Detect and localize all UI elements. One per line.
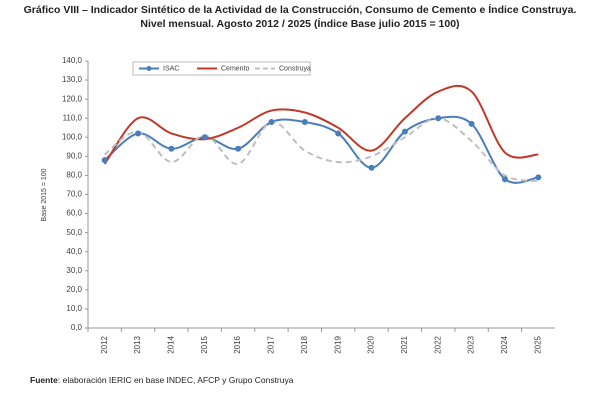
y-tick-label: 130,0 (62, 75, 83, 84)
point (235, 145, 242, 152)
y-tick-label: 90,0 (66, 151, 82, 160)
legend-marker (146, 66, 152, 71)
source-label: Fuente (30, 375, 58, 385)
x-tick-label: 2025 (533, 335, 542, 353)
point (435, 115, 442, 122)
x-tick-label: 2024 (500, 335, 509, 353)
x-tick-label: 2020 (367, 335, 376, 353)
x-tick-label: 2013 (133, 335, 142, 353)
point (368, 164, 375, 171)
point (335, 130, 342, 137)
point (201, 134, 208, 141)
x-tick-label: 2019 (333, 335, 342, 353)
chart-subtitle: Nivel mensual. Agosto 2012 / 2025 (Índic… (140, 17, 459, 30)
point (468, 120, 475, 127)
x-tick-label: 2016 (233, 335, 242, 353)
source: Fuente: elaboración IERIC en base INDEC,… (30, 375, 294, 385)
point (135, 130, 142, 137)
y-tick-label: 50,0 (66, 228, 82, 237)
y-tick-label: 0,0 (71, 323, 83, 332)
legend-label: Construya (279, 65, 311, 72)
source-text: : elaboración IERIC en base INDEC, AFCP … (58, 375, 294, 385)
legend-box (132, 61, 311, 76)
y-tick-label: 70,0 (66, 190, 82, 199)
y-tick-label: 10,0 (66, 304, 82, 313)
x-tick-label: 2021 (400, 335, 409, 353)
chart-title: Gráfico VIII – Indicador Sintético de la… (24, 3, 577, 16)
y-tick-label: 100,0 (62, 132, 83, 141)
legend-label: Cemento (221, 65, 250, 72)
point (101, 157, 108, 164)
point (268, 119, 275, 126)
y-tick-label: 40,0 (66, 247, 82, 256)
x-tick-label: 2023 (467, 335, 476, 353)
x-tick-label: 2018 (300, 335, 309, 353)
x-tick-label: 2017 (267, 335, 276, 353)
point (501, 176, 508, 183)
y-tick-label: 20,0 (66, 285, 82, 294)
y-tick-label: 110,0 (63, 113, 83, 122)
series-line (104, 117, 539, 183)
x-tick-label: 2012 (100, 335, 109, 353)
y-axis-label: Base 2015 = 100 (41, 168, 48, 221)
x-tick-label: 2014 (167, 335, 176, 353)
y-tick-label: 30,0 (66, 266, 82, 275)
point (301, 119, 308, 126)
legend-label: ISAC (163, 65, 179, 72)
point (168, 145, 175, 152)
y-tick-label: 120,0 (62, 94, 83, 103)
y-tick-label: 80,0 (66, 171, 82, 180)
y-tick-label: 140,0 (62, 56, 83, 65)
x-tick-label: 2015 (200, 335, 209, 353)
y-tick-label: 60,0 (66, 209, 82, 218)
x-tick-label: 2022 (433, 335, 442, 353)
point (401, 128, 408, 135)
point (535, 174, 542, 181)
series-line (103, 84, 539, 165)
